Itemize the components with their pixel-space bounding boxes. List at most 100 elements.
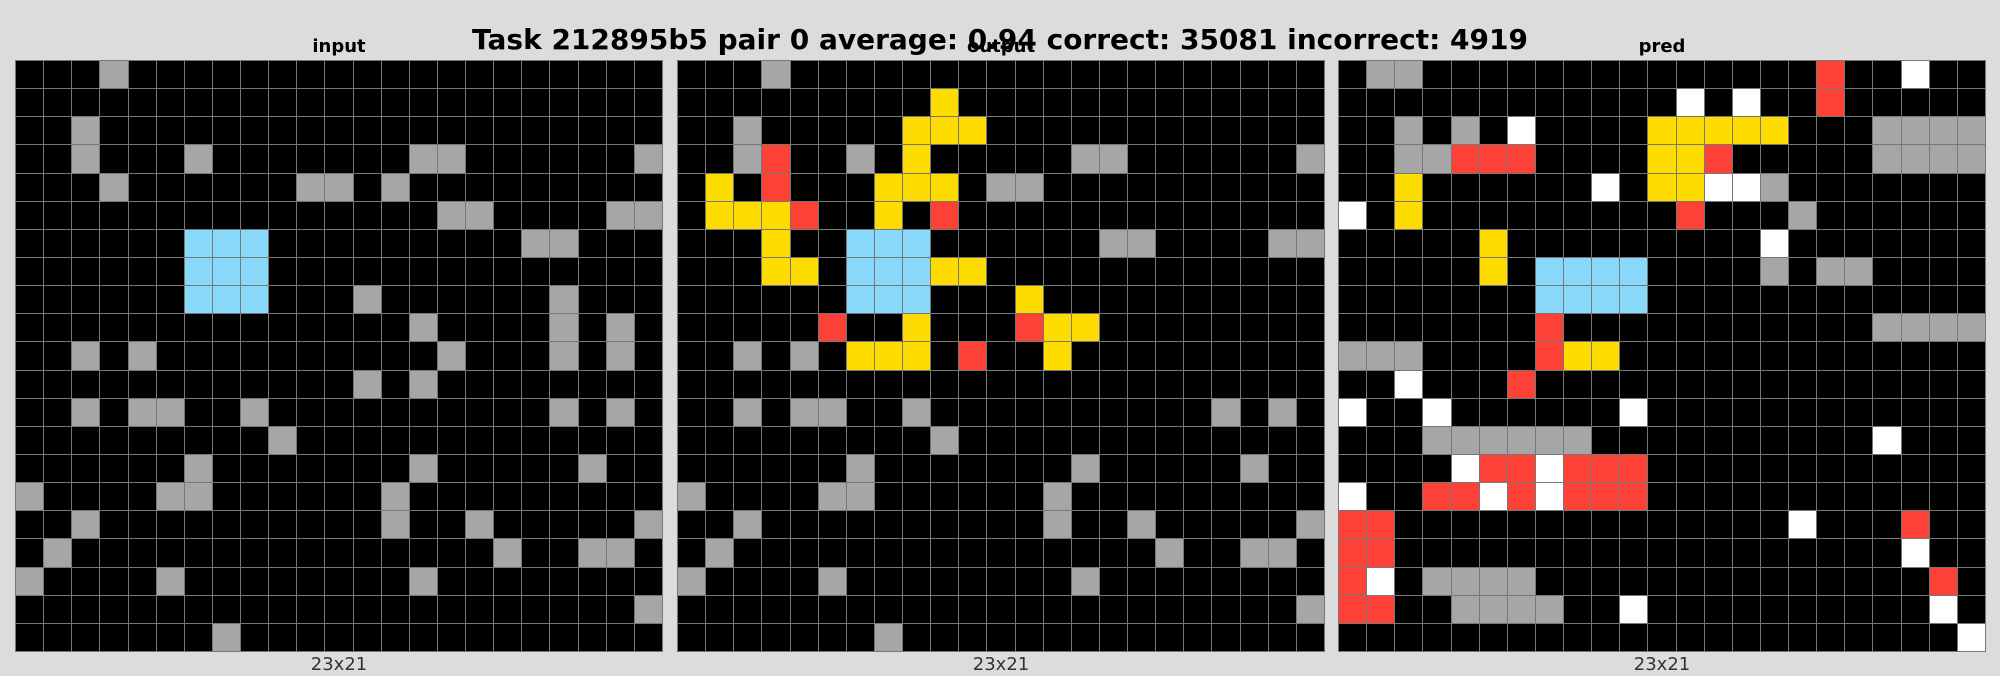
- grid-cell: [184, 426, 212, 454]
- grid-cell: [44, 89, 72, 117]
- grid-cell: [874, 454, 903, 483]
- grid-cell: [931, 314, 959, 342]
- grid-cell: [156, 511, 184, 539]
- grid-cell: [550, 454, 578, 483]
- grid-cell: [959, 314, 987, 342]
- grid-cell: [1339, 595, 1367, 623]
- grid-cell: [1015, 595, 1043, 623]
- grid-cell: [381, 145, 409, 173]
- grid-cell: [1648, 314, 1676, 342]
- grid-cell: [1212, 398, 1240, 426]
- grid-cell: [874, 286, 903, 314]
- grid-cell: [1071, 623, 1099, 651]
- grid-cell: [1957, 257, 1985, 286]
- grid-cell: [466, 370, 494, 398]
- grid-cell: [1535, 483, 1564, 511]
- grid-cell: [818, 623, 846, 651]
- grid-cell: [1845, 539, 1873, 567]
- grid-cell: [931, 595, 959, 623]
- grid-cell: [1339, 511, 1367, 539]
- grid-cell: [931, 454, 959, 483]
- grid-cell: [1789, 61, 1817, 89]
- grid-cell: [846, 595, 874, 623]
- grid-cell: [1367, 511, 1395, 539]
- grid-cell: [634, 229, 662, 257]
- grid-cell: [466, 201, 494, 229]
- grid-cell: [874, 89, 903, 117]
- grid-cell: [874, 61, 903, 89]
- grid-cell: [325, 61, 353, 89]
- grid-cell: [1367, 145, 1395, 173]
- grid-cell: [1760, 229, 1789, 257]
- grid-cell: [987, 595, 1015, 623]
- grid-cell: [1957, 454, 1985, 483]
- grid-cell: [1732, 61, 1760, 89]
- grid-cell: [1929, 511, 1957, 539]
- grid-cell: [353, 454, 381, 483]
- grid-cell: [409, 257, 437, 286]
- grid-cell: [1043, 117, 1071, 145]
- grid-cell: [269, 398, 297, 426]
- grid-cell: [1479, 426, 1507, 454]
- grid-cell: [437, 342, 466, 370]
- grid-cell: [1184, 398, 1212, 426]
- grid-cell: [959, 173, 987, 201]
- grid-cell: [184, 398, 212, 426]
- grid-cell: [1873, 229, 1901, 257]
- grid-cell: [269, 201, 297, 229]
- grid-cell: [606, 483, 634, 511]
- grid-cell: [762, 314, 790, 342]
- grid-cell: [1268, 229, 1296, 257]
- grid-cell: [494, 201, 522, 229]
- grid-cell: [44, 257, 72, 286]
- grid-cell: [1212, 117, 1240, 145]
- grid-cell: [1015, 398, 1043, 426]
- grid-cell: [297, 117, 325, 145]
- grid-cell: [1395, 426, 1423, 454]
- grid-cell: [1957, 117, 1985, 145]
- grid-cell: [156, 117, 184, 145]
- grid-cell: [1535, 89, 1564, 117]
- grid-cell: [522, 61, 550, 89]
- grid-cell: [1451, 595, 1479, 623]
- grid-cell: [578, 567, 606, 595]
- grid-cell: [606, 286, 634, 314]
- grid-cell: [1507, 342, 1535, 370]
- grid-cell: [325, 539, 353, 567]
- grid-cell: [1873, 117, 1901, 145]
- grid-cell: [1620, 342, 1648, 370]
- grid-cell: [1479, 145, 1507, 173]
- grid-cell: [325, 567, 353, 595]
- grid-cell: [1732, 370, 1760, 398]
- grid-cell: [1268, 286, 1296, 314]
- grid-cell: [437, 426, 466, 454]
- grid-cell: [1367, 595, 1395, 623]
- grid-cell: [1423, 257, 1451, 286]
- grid-cell: [1648, 454, 1676, 483]
- grid-cell: [100, 117, 128, 145]
- grid-cell: [1015, 145, 1043, 173]
- grid-cell: [1789, 89, 1817, 117]
- grid-cell: [522, 173, 550, 201]
- grid-cell: [762, 539, 790, 567]
- grid-cell: [466, 145, 494, 173]
- grid-cell: [466, 89, 494, 117]
- grid-cell: [1957, 173, 1985, 201]
- grid-cell: [522, 483, 550, 511]
- grid-cell: [1564, 539, 1592, 567]
- grid-cell: [1648, 567, 1676, 595]
- grid-cell: [269, 89, 297, 117]
- grid-cell: [1845, 117, 1873, 145]
- grid-cell: [1648, 342, 1676, 370]
- grid-cell: [1817, 342, 1845, 370]
- grid-cell: [44, 145, 72, 173]
- grid-cell: [1704, 286, 1732, 314]
- grid-cell: [987, 117, 1015, 145]
- grid-cell: [353, 483, 381, 511]
- grid-cell: [874, 567, 903, 595]
- grid-cell: [1071, 61, 1099, 89]
- grid-cell: [1212, 314, 1240, 342]
- grid-cell: [846, 89, 874, 117]
- grid-cell: [72, 595, 100, 623]
- grid-cell: [1817, 257, 1845, 286]
